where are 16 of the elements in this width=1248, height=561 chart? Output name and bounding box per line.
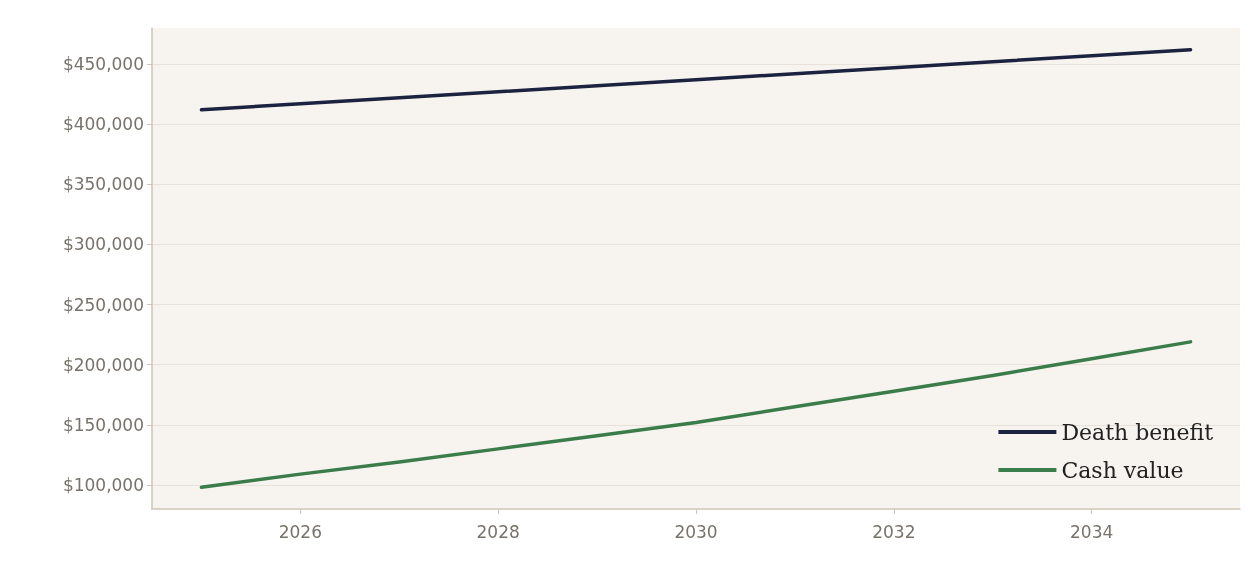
line-series — [199, 47, 1193, 112]
x-tick-label: 2032 — [872, 521, 916, 542]
y-tick-label: $150,000 — [62, 414, 144, 435]
y-tick-label: $400,000 — [62, 114, 144, 135]
x-tick-label: 2030 — [674, 521, 718, 542]
y-tick-label: $450,000 — [62, 54, 144, 75]
x-tick-label: 2026 — [278, 521, 322, 542]
y-tick-label: $200,000 — [62, 354, 144, 375]
y-tick-label: $250,000 — [62, 294, 144, 315]
x-tick-label: 2028 — [476, 521, 520, 542]
y-tick-label: $350,000 — [62, 174, 144, 195]
x-tick-label: 2034 — [1070, 521, 1114, 542]
legend-label: Cash value — [1061, 457, 1184, 483]
legend-label: Death benefit — [1061, 419, 1214, 445]
y-tick-label: $100,000 — [62, 474, 144, 495]
y-tick-label: $300,000 — [62, 234, 144, 255]
